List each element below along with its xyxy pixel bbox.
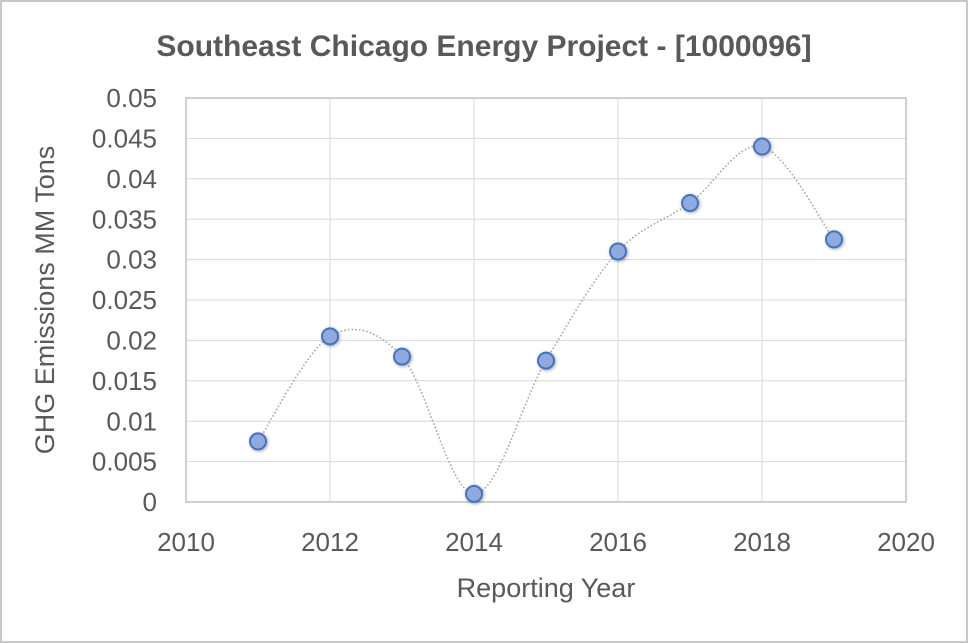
y-axis-title: GHG Emissions MM Tons <box>30 146 60 455</box>
chart-title: Southeast Chicago Energy Project - [1000… <box>156 30 811 63</box>
data-point-2017 <box>681 194 699 212</box>
y-tick-label: 0.03 <box>106 245 157 275</box>
y-tick-label: 0.05 <box>106 83 157 113</box>
y-tick-label: 0 <box>143 487 157 517</box>
data-point-2012 <box>321 327 339 346</box>
trend-line <box>257 145 835 495</box>
y-tick-label: 0.02 <box>106 326 157 356</box>
data-point-2019 <box>825 230 843 249</box>
x-tick-label: 2010 <box>157 527 215 557</box>
y-tick-label: 0.04 <box>106 164 157 194</box>
data-point-2018 <box>753 137 771 156</box>
x-tick-label: 2016 <box>589 527 647 557</box>
data-point-2015 <box>537 351 555 370</box>
x-tick-label: 2012 <box>301 527 359 557</box>
y-tick-label: 0.025 <box>92 285 157 315</box>
data-point-2013 <box>393 347 411 366</box>
x-tick-label: 2018 <box>733 527 791 557</box>
x-tick-label: 2014 <box>445 527 503 557</box>
plot-area-border <box>185 97 907 503</box>
y-tick-label: 0.005 <box>92 447 157 477</box>
data-point-2016 <box>609 242 627 261</box>
x-axis-title: Reporting Year <box>457 573 636 603</box>
data-point-2011 <box>249 432 267 451</box>
y-tick-label: 0.045 <box>92 124 157 154</box>
y-tick-label: 0.015 <box>92 366 157 396</box>
data-point-2014 <box>465 484 483 503</box>
x-tick-label: 2020 <box>877 527 935 557</box>
y-tick-label: 0.035 <box>92 204 157 234</box>
y-tick-label: 0.01 <box>106 406 157 436</box>
